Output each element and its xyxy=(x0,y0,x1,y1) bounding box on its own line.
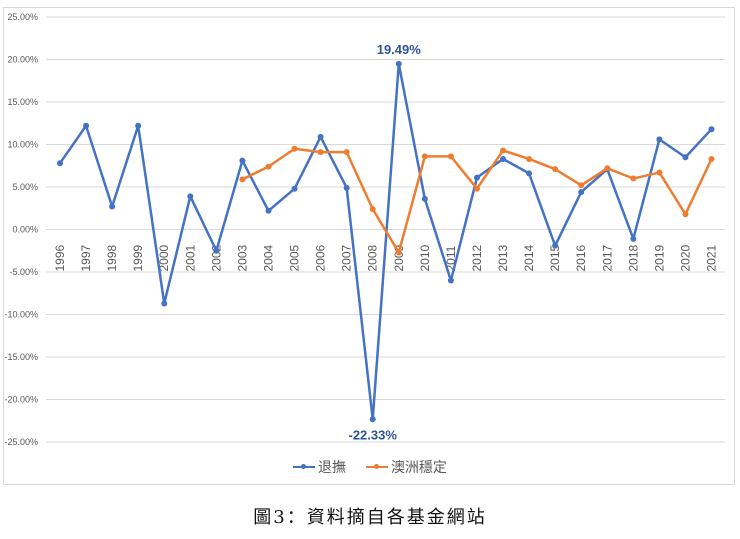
data-point-marker xyxy=(578,189,585,196)
x-axis-tick-label: 1998 xyxy=(105,244,119,271)
y-axis-tick-label: -10.00% xyxy=(4,310,38,320)
x-axis-tick-label: 2009 xyxy=(392,244,406,271)
x-axis-tick-label: 2021 xyxy=(705,244,719,271)
data-point-marker xyxy=(500,147,507,154)
data-point-marker xyxy=(552,166,559,173)
x-axis-tick-label: 2007 xyxy=(340,244,354,271)
data-point-marker xyxy=(630,175,637,182)
data-point-marker xyxy=(239,157,246,164)
data-point-marker xyxy=(213,247,220,254)
data-point-marker xyxy=(395,60,402,67)
data-point-marker xyxy=(500,155,507,162)
legend-line-marker-icon xyxy=(293,464,316,469)
x-axis-tick-label: 2005 xyxy=(288,244,302,271)
data-point-marker xyxy=(708,126,715,133)
y-axis-tick-label: 15.00% xyxy=(7,97,38,107)
y-axis-tick-label: -15.00% xyxy=(4,352,38,362)
data-point-marker xyxy=(187,193,194,200)
data-point-marker xyxy=(682,211,689,218)
x-axis-tick-label: 2008 xyxy=(366,244,380,271)
data-point-marker xyxy=(265,163,272,170)
data-point-marker xyxy=(291,145,298,152)
series-line xyxy=(58,62,713,421)
legend-label: 退撫 xyxy=(318,459,347,475)
data-point-marker xyxy=(604,165,611,172)
x-axis-tick-label: 2015 xyxy=(548,244,562,271)
data-point-marker xyxy=(526,170,533,177)
x-axis-tick-label: 2006 xyxy=(314,244,328,271)
data-point-marker xyxy=(369,206,376,213)
data-point-marker xyxy=(317,149,324,156)
data-point-marker xyxy=(317,133,324,140)
data-point-marker xyxy=(135,122,142,129)
x-axis-tick-label: 2010 xyxy=(418,244,432,271)
data-point-marker xyxy=(421,153,428,160)
chart-frame xyxy=(3,7,735,485)
data-point-marker xyxy=(656,136,663,143)
data-point-marker xyxy=(708,155,715,162)
x-axis-tick-label: 2020 xyxy=(678,244,692,271)
y-axis-tick-label: 0.00% xyxy=(12,225,38,235)
data-point-marker xyxy=(421,195,428,202)
y-axis-tick-label: -5.00% xyxy=(9,267,38,277)
x-axis-tick-label: 2012 xyxy=(470,244,484,271)
data-point-marker xyxy=(447,153,454,160)
x-axis-tick-label: 2004 xyxy=(261,244,275,271)
x-axis-tick-label: 1999 xyxy=(131,244,145,271)
legend-line-marker-icon xyxy=(365,464,388,469)
y-axis-tick-label: -20.00% xyxy=(4,395,38,405)
legend-label: 澳洲穩定 xyxy=(390,459,447,475)
data-point-marker xyxy=(552,242,559,249)
data-point-marker xyxy=(447,277,454,284)
x-axis-tick-label: 2017 xyxy=(600,244,614,271)
x-axis-tick-label: 2002 xyxy=(209,244,223,271)
x-axis-tick-label: 2000 xyxy=(157,244,171,271)
data-label: -22.33% xyxy=(349,427,398,442)
y-axis-tick-label: 5.00% xyxy=(12,182,38,192)
data-point-marker xyxy=(239,176,246,183)
x-axis-tick-label: 2001 xyxy=(183,244,197,271)
data-point-marker xyxy=(395,249,402,256)
legend-item-australia-fund: 澳洲穩定 xyxy=(365,457,447,477)
y-axis-tick-label: 10.00% xyxy=(7,140,38,150)
legend-item-retirement-fund: 退撫 xyxy=(293,457,346,477)
x-axis-tick-label: 2018 xyxy=(626,244,640,271)
data-point-marker xyxy=(83,122,90,129)
y-axis-tick-label: -25.00% xyxy=(4,437,38,447)
x-axis-tick-label: 2014 xyxy=(522,244,536,271)
x-axis-tick-label: 1997 xyxy=(79,244,93,271)
data-point-marker xyxy=(109,203,116,210)
data-point-marker xyxy=(526,155,533,162)
series-line xyxy=(241,147,713,254)
data-point-marker xyxy=(578,182,585,189)
data-point-marker xyxy=(369,416,376,423)
data-point-marker xyxy=(343,149,350,156)
data-point-marker xyxy=(161,300,168,307)
line-chart-plot: 25.00% 20.00% 15.00% 10.00% 5.00% 0.00% -5.00%… xyxy=(4,12,725,447)
data-point-marker xyxy=(473,174,480,181)
x-axis-tick-label: 2013 xyxy=(496,244,510,271)
x-axis-tick-label: 2019 xyxy=(652,244,666,271)
y-axis-tick-label: 20.00% xyxy=(7,55,38,65)
y-axis-tick-label: 25.00% xyxy=(7,12,38,22)
data-point-marker xyxy=(656,169,663,176)
figure-caption: 圖3：資料摘自各基金網站 xyxy=(253,507,487,528)
chart-legend: 退撫 澳洲穩定 xyxy=(0,455,740,477)
data-point-marker xyxy=(57,160,63,167)
data-point-marker xyxy=(265,207,272,214)
data-label: 19.49% xyxy=(377,42,422,57)
data-point-marker xyxy=(682,154,689,161)
data-point-marker xyxy=(343,184,350,191)
x-axis-tick-label: 1996 xyxy=(53,244,67,271)
x-axis-tick-label: 2003 xyxy=(235,244,249,271)
data-point-marker xyxy=(630,235,637,242)
data-point-marker xyxy=(291,185,298,192)
x-axis-tick-label: 2016 xyxy=(574,244,588,271)
data-point-marker xyxy=(473,185,480,192)
